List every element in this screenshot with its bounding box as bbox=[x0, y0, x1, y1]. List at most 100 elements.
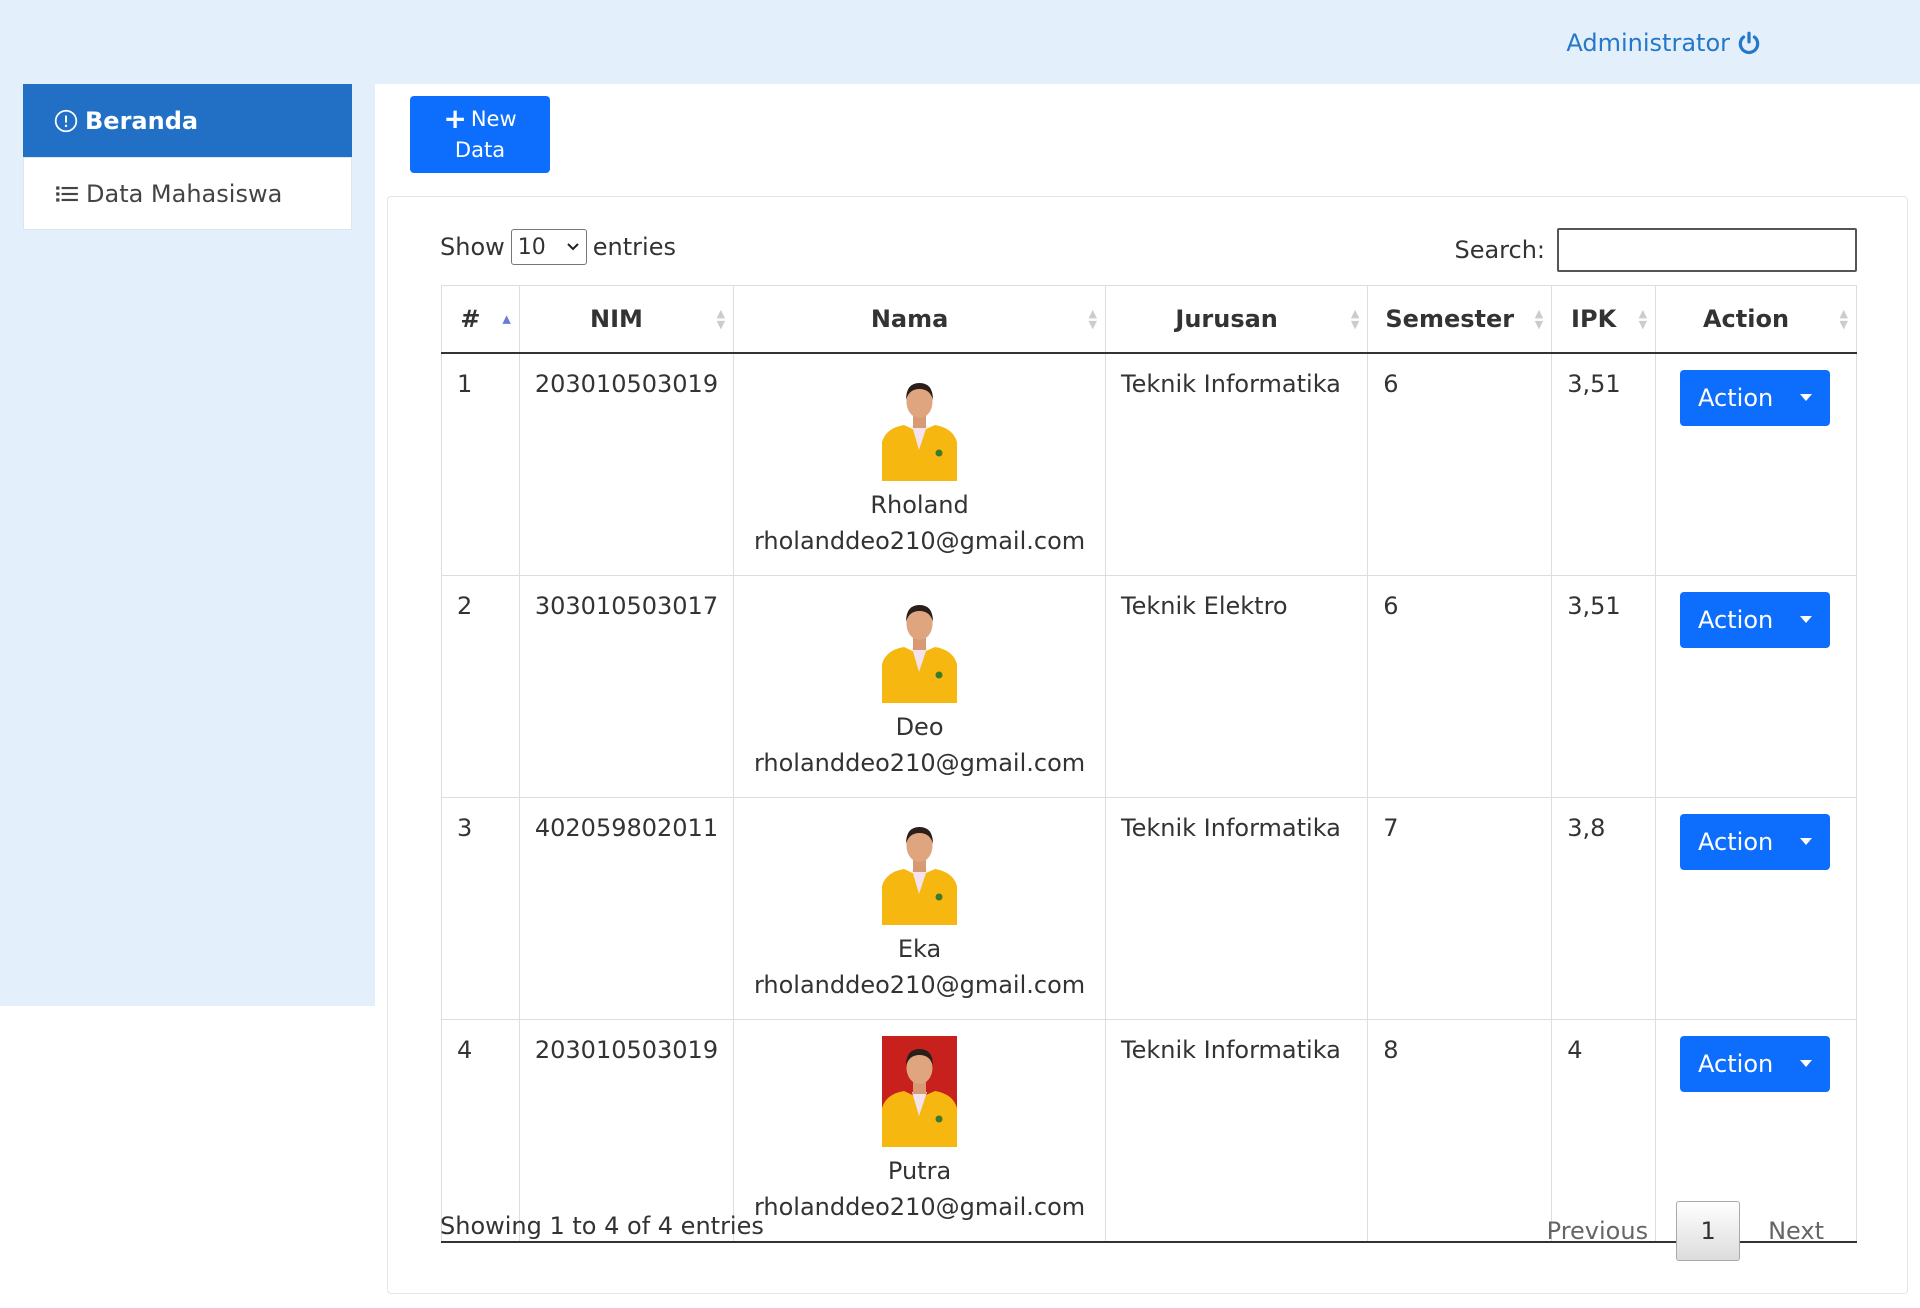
table-row: 1 203010503019 Rholand rholanddeo210@gma… bbox=[441, 352, 1857, 576]
list-icon bbox=[56, 185, 78, 202]
cell-semester: 6 bbox=[1367, 574, 1553, 798]
sort-icon: ▲ ▼ bbox=[1638, 306, 1648, 331]
column-header-jurusan[interactable]: Jurusan ▲ ▼ bbox=[1105, 285, 1369, 354]
cell-ipk: 3,51 bbox=[1551, 574, 1657, 798]
cell-action: Action bbox=[1655, 574, 1857, 798]
sort-icon: ▲ bbox=[502, 312, 511, 326]
cell-jurusan: Teknik Informatika bbox=[1105, 796, 1369, 1020]
previous-button[interactable]: Previous bbox=[1546, 1217, 1649, 1245]
cell-semester: 7 bbox=[1367, 796, 1553, 1020]
student-photo bbox=[882, 369, 958, 481]
cell-no: 2 bbox=[441, 574, 520, 798]
sidebar-item-data-mahasiswa[interactable]: Data Mahasiswa bbox=[23, 157, 352, 230]
new-button-label-1: New bbox=[470, 106, 517, 131]
action-label: Action bbox=[1698, 605, 1774, 634]
student-photo bbox=[882, 813, 958, 925]
caret-down-icon bbox=[1800, 616, 1813, 623]
cell-action: Action bbox=[1655, 1018, 1857, 1243]
action-dropdown-button[interactable]: Action bbox=[1680, 1035, 1831, 1092]
action-dropdown-button[interactable]: Action bbox=[1680, 813, 1831, 870]
page-button-1[interactable]: 1 bbox=[1676, 1201, 1741, 1261]
cell-nim: 203010503019 bbox=[518, 1018, 735, 1243]
sort-icon: ▲ ▼ bbox=[1534, 306, 1544, 331]
student-name: Rholand bbox=[870, 490, 969, 519]
student-photo bbox=[882, 591, 958, 703]
cell-nama: Eka rholanddeo210@gmail.com bbox=[733, 796, 1107, 1020]
column-header-ipk[interactable]: IPK ▲ ▼ bbox=[1551, 285, 1657, 354]
plus-icon: + bbox=[443, 102, 467, 135]
cell-jurusan: Teknik Informatika bbox=[1105, 1018, 1369, 1243]
column-header-no[interactable]: # ▲ bbox=[441, 285, 520, 354]
page-length-value: 10 bbox=[517, 234, 546, 260]
table-header-row: # ▲ NIM ▲ ▼ Nama ▲ ▼ Jurusan ▲ ▼ Semester ▲… bbox=[441, 285, 1857, 354]
top-navbar: Administrator bbox=[0, 0, 1920, 84]
power-icon[interactable] bbox=[1736, 30, 1762, 56]
new-data-button[interactable]: + New Data bbox=[410, 96, 550, 173]
cell-nim: 402059802011 bbox=[518, 796, 735, 1020]
table-info: Showing 1 to 4 of 4 entries bbox=[440, 1212, 764, 1240]
cell-jurusan: Teknik Elektro bbox=[1105, 574, 1369, 798]
cell-nama: Putra rholanddeo210@gmail.com bbox=[733, 1018, 1107, 1243]
cell-action: Action bbox=[1655, 796, 1857, 1020]
column-header-nama[interactable]: Nama ▲ ▼ bbox=[733, 285, 1107, 354]
admin-label: Administrator bbox=[1566, 29, 1730, 57]
cell-nim: 203010503019 bbox=[518, 352, 735, 576]
action-dropdown-button[interactable]: Action bbox=[1680, 369, 1831, 426]
sidebar-item-label: Data Mahasiswa bbox=[86, 179, 283, 208]
info-circle-icon bbox=[54, 109, 78, 132]
student-email: rholanddeo210@gmail.com bbox=[753, 1192, 1086, 1221]
cell-ipk: 4 bbox=[1551, 1018, 1657, 1243]
cell-no: 4 bbox=[441, 1018, 520, 1243]
cell-nama: Rholand rholanddeo210@gmail.com bbox=[733, 352, 1107, 576]
search-control: Search: bbox=[1454, 227, 1857, 273]
chevron-down-icon bbox=[567, 243, 579, 251]
cell-ipk: 3,8 bbox=[1551, 796, 1657, 1020]
cell-no: 3 bbox=[441, 796, 520, 1020]
admin-menu[interactable]: Administrator bbox=[1566, 26, 1762, 60]
sort-icon: ▲ ▼ bbox=[1088, 306, 1098, 331]
cell-action: Action bbox=[1655, 352, 1857, 576]
student-name: Putra bbox=[887, 1156, 952, 1185]
caret-down-icon bbox=[1800, 1060, 1813, 1067]
cell-semester: 8 bbox=[1367, 1018, 1553, 1243]
cell-ipk: 3,51 bbox=[1551, 352, 1657, 576]
sort-icon: ▲ ▼ bbox=[1839, 306, 1848, 331]
cell-nim: 303010503017 bbox=[518, 574, 735, 798]
table-row: 2 303010503017 Deo rholanddeo210@gmail.c… bbox=[441, 574, 1857, 798]
student-email: rholanddeo210@gmail.com bbox=[753, 748, 1086, 777]
student-name: Deo bbox=[895, 712, 944, 741]
table-row: 4 203010503019 Putra rholanddeo210@gmail… bbox=[441, 1018, 1857, 1243]
show-label: Show bbox=[440, 233, 505, 261]
cell-jurusan: Teknik Informatika bbox=[1105, 352, 1369, 576]
student-email: rholanddeo210@gmail.com bbox=[753, 526, 1086, 555]
table-row: 3 402059802011 Eka rholanddeo210@gmail.c… bbox=[441, 796, 1857, 1020]
student-email: rholanddeo210@gmail.com bbox=[753, 970, 1086, 999]
entries-label: entries bbox=[592, 233, 676, 261]
cell-semester: 6 bbox=[1367, 352, 1553, 576]
page-length-select[interactable]: 10 bbox=[510, 229, 587, 265]
sort-icon: ▲ ▼ bbox=[716, 306, 726, 331]
cell-nama: Deo rholanddeo210@gmail.com bbox=[733, 574, 1107, 798]
column-header-action[interactable]: Action ▲ ▼ bbox=[1655, 285, 1857, 354]
page-length-control: Show 10 entries bbox=[440, 227, 676, 267]
sort-icon: ▲ ▼ bbox=[1350, 306, 1360, 331]
pagination: Previous 1 Next bbox=[1519, 1201, 1852, 1261]
caret-down-icon bbox=[1800, 838, 1813, 845]
column-header-nim[interactable]: NIM ▲ ▼ bbox=[518, 285, 735, 354]
cell-no: 1 bbox=[441, 352, 520, 576]
student-name: Eka bbox=[897, 934, 942, 963]
caret-down-icon bbox=[1800, 394, 1813, 401]
action-label: Action bbox=[1698, 827, 1774, 856]
sidebar bbox=[0, 84, 375, 1006]
sidebar-item-beranda[interactable]: Beranda bbox=[23, 84, 352, 157]
action-label: Action bbox=[1698, 1049, 1774, 1078]
column-header-semester[interactable]: Semester ▲ ▼ bbox=[1367, 285, 1553, 354]
search-input[interactable] bbox=[1557, 228, 1857, 272]
new-button-label-2: Data bbox=[454, 137, 506, 162]
search-label: Search: bbox=[1454, 236, 1545, 264]
action-dropdown-button[interactable]: Action bbox=[1680, 591, 1831, 648]
students-table: # ▲ NIM ▲ ▼ Nama ▲ ▼ Jurusan ▲ ▼ Semester ▲… bbox=[441, 285, 1857, 1243]
student-photo bbox=[882, 1035, 958, 1147]
sidebar-item-label: Beranda bbox=[85, 106, 199, 135]
next-button[interactable]: Next bbox=[1768, 1217, 1824, 1245]
